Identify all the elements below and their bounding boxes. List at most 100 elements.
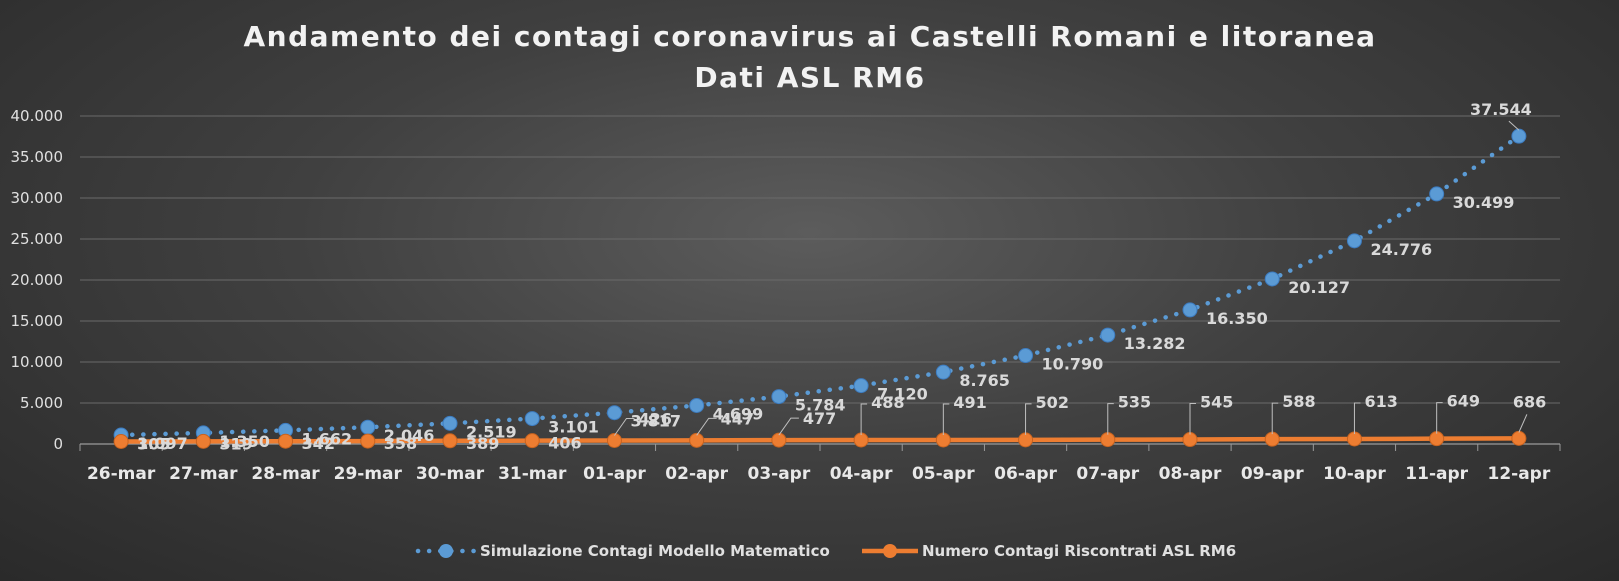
legend-swatch-marker	[883, 544, 897, 558]
x-tick-label: 06-apr	[994, 464, 1057, 484]
data-point	[853, 378, 869, 394]
data-label-simulazione: 3.817	[630, 412, 681, 431]
data-point	[1264, 431, 1280, 447]
data-label-riscontrati: 588	[1282, 392, 1315, 411]
x-tick-label: 05-apr	[912, 464, 975, 484]
label-leader-line	[778, 417, 799, 436]
label-leader-line	[942, 403, 950, 435]
data-label-riscontrati: 358	[384, 434, 417, 453]
data-point	[1018, 348, 1034, 364]
y-tick-label: 25.000	[11, 230, 64, 248]
data-point	[771, 432, 787, 448]
data-point	[771, 389, 787, 405]
data-point	[442, 433, 458, 449]
data-point	[1182, 302, 1198, 318]
legend-swatch-marker	[439, 544, 453, 558]
data-point	[524, 433, 540, 449]
x-tick-label: 30-mar	[416, 464, 485, 484]
data-point	[1346, 233, 1362, 249]
data-label-simulazione: 16.350	[1206, 309, 1268, 328]
x-tick-label: 02-apr	[665, 464, 728, 484]
data-label-simulazione: 13.282	[1124, 334, 1186, 353]
label-leader-line	[1518, 414, 1528, 433]
series-group	[113, 128, 1527, 449]
series-line-riscontrati	[121, 436, 1519, 444]
x-tick-label: 29-mar	[334, 464, 403, 484]
x-axis: 26-mar 27-mar 28-mar 29-mar 30-mar 31-mar 01-a…	[79, 443, 1561, 484]
data-label-riscontrati: 319	[219, 434, 252, 453]
data-point	[1511, 128, 1527, 144]
legend-label: Simulazione Contagi Modello Matematico	[480, 542, 830, 560]
data-label-simulazione: 1.097	[137, 434, 188, 453]
legend-item-riscontrati: Numero Contagi Riscontrati ASL RM6	[862, 542, 1236, 560]
y-tick-label: 10.000	[11, 353, 64, 371]
y-tick-label: 5.000	[20, 394, 63, 412]
data-label-simulazione: 37.544	[1470, 100, 1532, 119]
data-point	[1264, 271, 1280, 287]
legend-item-simulazione: Simulazione Contagi Modello Matematico	[415, 542, 830, 560]
label-leader-line	[1436, 402, 1443, 434]
y-tick-label: 0	[53, 435, 63, 453]
x-tick-label: 12-apr	[1488, 464, 1551, 484]
y-axis: 0 5.000 10.000 15.000 20.000 25.000 30.000 35.0…	[11, 107, 64, 453]
data-point	[1511, 430, 1527, 446]
data-label-riscontrati: 477	[803, 409, 836, 428]
series-line-simulazione	[118, 133, 1522, 438]
data-labels: 1.097 1.350 1.662 2.046 2.519 3.101 3.817 4.699…	[137, 100, 1546, 453]
data-point	[853, 432, 869, 448]
data-label-simulazione: 20.127	[1288, 278, 1350, 297]
data-point	[524, 411, 540, 427]
label-leader-line	[614, 418, 635, 436]
data-label-simulazione: 4.699	[713, 404, 764, 423]
data-point	[1100, 432, 1116, 448]
data-label-riscontrati: 491	[953, 393, 986, 412]
data-label-simulazione: 8.765	[959, 371, 1010, 390]
label-leader-line	[1025, 403, 1032, 435]
label-leader-line	[1271, 402, 1279, 435]
y-tick-label: 15.000	[11, 312, 64, 330]
label-leader-line	[1107, 403, 1114, 435]
y-tick-label: 20.000	[11, 271, 64, 289]
x-tick-label: 09-apr	[1241, 464, 1304, 484]
data-label-simulazione: 5.784	[795, 396, 846, 415]
data-point	[1429, 431, 1445, 447]
data-label-riscontrati: 305	[137, 434, 170, 453]
data-point	[606, 433, 622, 449]
data-label-riscontrati: 342	[302, 434, 335, 453]
data-point	[1346, 431, 1362, 447]
x-tick-label: 07-apr	[1076, 464, 1139, 484]
data-label-simulazione: 3.101	[548, 418, 599, 437]
data-point	[1018, 432, 1034, 448]
data-point	[606, 405, 622, 421]
data-point	[1429, 186, 1445, 202]
data-label-simulazione: 2.519	[466, 422, 517, 441]
chart-title: Andamento dei contagi coronavirus ai Cas…	[243, 20, 1376, 53]
data-label-riscontrati: 686	[1513, 392, 1546, 411]
data-point	[689, 432, 705, 448]
data-label-simulazione: 7.120	[877, 385, 928, 404]
data-point	[1182, 432, 1198, 448]
data-label-simulazione: 1.350	[219, 432, 270, 451]
data-point	[113, 433, 129, 449]
data-label-simulazione: 30.499	[1453, 193, 1515, 212]
data-label-riscontrati: 426	[638, 410, 671, 429]
data-label-riscontrati: 488	[871, 393, 904, 412]
x-tick-label: 31-mar	[498, 464, 567, 484]
legend-label: Numero Contagi Riscontrati ASL RM6	[922, 542, 1236, 560]
label-leader-line	[1353, 402, 1361, 434]
data-label-simulazione: 10.790	[1042, 355, 1104, 374]
data-label-riscontrati: 389	[466, 434, 499, 453]
label-leader-line	[1508, 120, 1520, 131]
data-label-simulazione: 2.046	[384, 426, 435, 445]
x-tick-label: 27-mar	[169, 464, 238, 484]
x-tick-label: 28-mar	[251, 464, 320, 484]
data-point	[360, 419, 376, 435]
label-leader-line	[696, 417, 717, 436]
label-leader-line	[860, 403, 868, 435]
y-tick-label: 35.000	[11, 148, 64, 166]
y-tick-label: 30.000	[11, 189, 64, 207]
chart-subtitle: Dati ASL RM6	[694, 61, 925, 94]
x-tick-label: 10-apr	[1323, 464, 1386, 484]
